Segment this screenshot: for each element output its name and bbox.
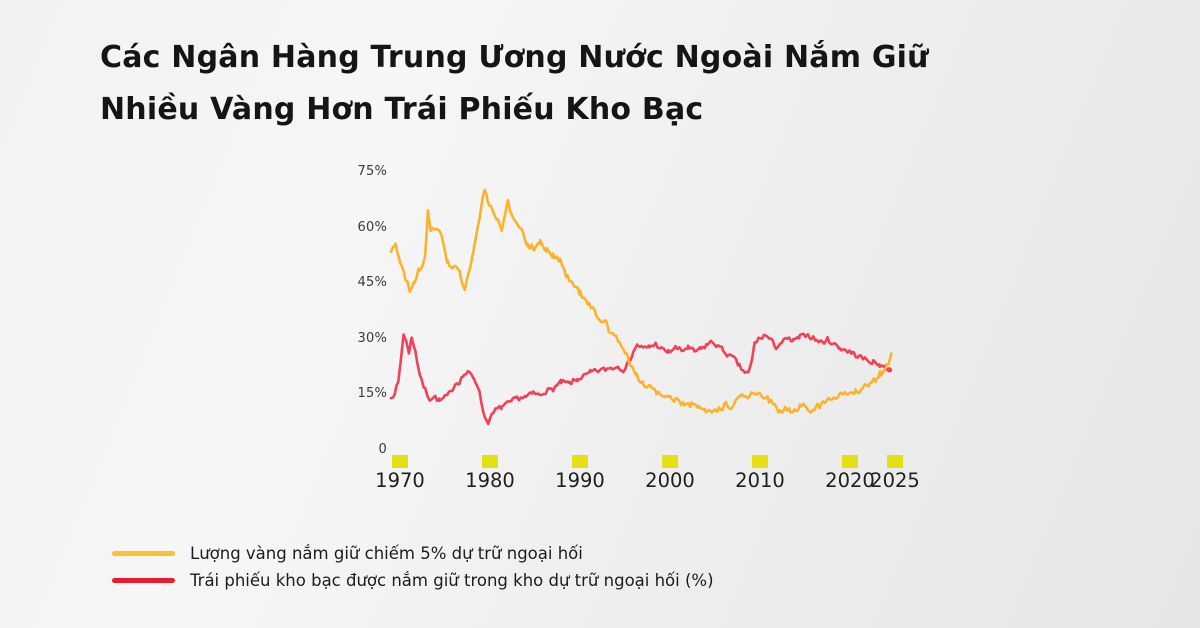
chart-legend: Lượng vàng nắm giữ chiếm 5% dự trữ ngoại… (112, 540, 714, 594)
legend-item-gold: Lượng vàng nắm giữ chiếm 5% dự trữ ngoại… (112, 540, 714, 567)
x-tick-marker-2000 (662, 455, 678, 468)
y-axis-label-45: 45% (357, 275, 387, 291)
legend-label-treasury: Trái phiếu kho bạc được nắm giữ trong kh… (190, 571, 714, 590)
x-axis-label-2010: 2010 (735, 469, 785, 492)
y-axis-label-0: 0 (378, 442, 387, 457)
x-axis-label-1980: 1980 (465, 469, 515, 492)
chart-title-line-1: Các Ngân Hàng Trung Ương Nước Ngoài Nắm … (100, 40, 929, 75)
chart-title-line-2: Nhiều Vàng Hơn Trái Phiếu Kho Bạc (100, 92, 704, 127)
x-tick-marker-1980 (482, 455, 498, 468)
gold-line-swatch (112, 551, 175, 556)
chart-title: Các Ngân Hàng Trung Ương Nước Ngoài Nắm … (100, 32, 929, 136)
x-tick-marker-1970 (392, 455, 408, 468)
gold-share-line (389, 188, 893, 414)
x-axis-label-2025: 2025 (870, 469, 920, 492)
legend-label-gold: Lượng vàng nắm giữ chiếm 5% dự trữ ngoại… (190, 544, 583, 563)
x-axis-label-1970: 1970 (375, 469, 425, 492)
x-axis-label-2020: 2020 (825, 469, 875, 492)
y-axis-label-30: 30% (357, 330, 387, 346)
x-tick-marker-2025 (887, 455, 903, 468)
x-tick-marker-1990 (572, 455, 588, 468)
treasuries-share-line (389, 332, 891, 426)
legend-item-treasury: Trái phiếu kho bạc được nắm giữ trong kh… (112, 567, 714, 594)
treasuries-share-end-dot (887, 367, 893, 373)
y-axis-label-15: 15% (357, 386, 387, 402)
x-axis-label-1990: 1990 (555, 469, 605, 492)
x-tick-marker-2020 (842, 455, 858, 468)
y-axis-label-60: 60% (357, 219, 387, 235)
x-tick-marker-2010 (752, 455, 768, 468)
x-axis-label-2000: 2000 (645, 469, 695, 492)
y-axis-label-75: 75% (357, 163, 387, 179)
treasury-line-swatch (112, 578, 175, 583)
